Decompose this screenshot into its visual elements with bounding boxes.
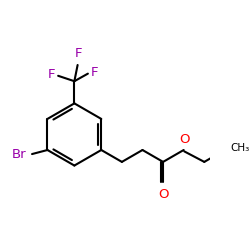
Text: F: F [48, 68, 55, 81]
Text: F: F [91, 66, 98, 79]
Text: O: O [158, 188, 168, 201]
Text: Br: Br [12, 148, 27, 161]
Text: O: O [180, 133, 190, 146]
Text: CH₃: CH₃ [231, 143, 250, 153]
Text: F: F [74, 47, 82, 60]
